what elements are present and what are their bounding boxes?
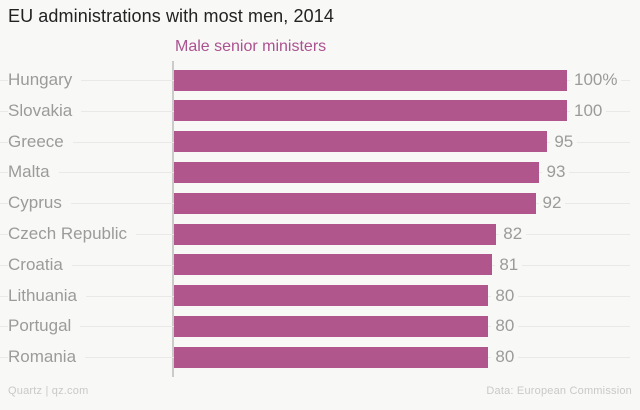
bar-row: Portugal 80: [0, 310, 640, 342]
source-attribution: Quartz | qz.com: [8, 385, 89, 397]
bar-row: Romania 80: [0, 341, 640, 373]
bar-row: Greece 95: [0, 126, 640, 158]
category-label: Cyprus: [8, 187, 71, 219]
value-label: 100: [570, 95, 607, 127]
value-label: 95: [550, 126, 578, 158]
bar: [174, 131, 548, 153]
bar: [174, 69, 567, 91]
value-label: 80: [491, 310, 519, 342]
bar-row: Cyprus 92: [0, 187, 640, 219]
bar: [174, 315, 489, 337]
category-label: Romania: [8, 341, 86, 373]
value-label: 80: [491, 341, 519, 373]
bar-row: Lithuania 80: [0, 280, 640, 312]
bar: [174, 192, 536, 214]
bar-row: Slovakia 100: [0, 95, 640, 127]
bar: [174, 223, 497, 245]
value-label: 92: [538, 187, 566, 219]
category-label: Czech Republic: [8, 218, 137, 250]
bar-row: Hungary 100%: [0, 64, 640, 96]
bar: [174, 161, 540, 183]
chart-subtitle: Male senior ministers: [175, 38, 327, 55]
chart-title: EU administrations with most men, 2014: [8, 6, 334, 26]
bar-row: Czech Republic 82: [0, 218, 640, 250]
category-label: Slovakia: [8, 95, 82, 127]
category-label: Malta: [8, 156, 59, 188]
bar: [174, 254, 493, 276]
category-label: Hungary: [8, 64, 82, 96]
y-axis-line: [172, 61, 174, 377]
bar: [174, 100, 567, 122]
category-label: Portugal: [8, 310, 81, 342]
bar: [174, 346, 489, 368]
bar: [174, 285, 489, 307]
category-label: Lithuania: [8, 280, 87, 312]
category-label: Greece: [8, 126, 73, 158]
value-label: 81: [495, 249, 523, 281]
value-label: 80: [491, 280, 519, 312]
bar-row: Croatia 81: [0, 249, 640, 281]
chart-footer: Quartz | qz.com Data: European Commissio…: [8, 385, 632, 397]
category-label: Croatia: [8, 249, 72, 281]
value-label: 93: [542, 156, 570, 188]
bar-row: Malta 93: [0, 156, 640, 188]
data-credit: Data: European Commission: [486, 385, 632, 397]
value-label: 100%: [570, 64, 622, 96]
value-label: 82: [499, 218, 527, 250]
